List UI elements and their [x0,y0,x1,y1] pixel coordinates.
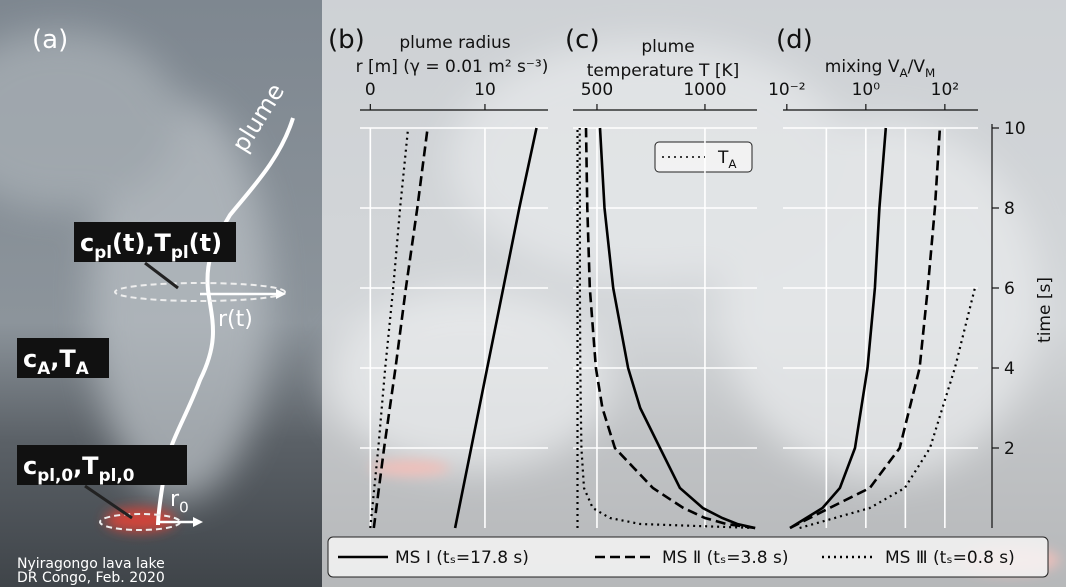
series-line [372,127,429,529]
x-axis-label-subscript: M [925,66,935,80]
legend-box [327,536,1049,578]
ambient-label-part: c [23,345,37,373]
pointer-arrow [84,484,133,520]
initial-label-subscript: pl,0 [37,465,73,485]
arrow-head [276,289,286,299]
state-label-subscript: pl [171,242,189,262]
legend-label: MS Ⅰ (tₛ=17.8 s) [395,548,529,568]
x-tick-label: 10 [474,80,496,100]
y-tick-label: 6 [1004,279,1015,299]
x-tick-label: 0 [365,80,376,100]
caption: Nyiragongo lava lake [17,556,165,572]
y-tick-label: 2 [1004,439,1015,459]
series-line [799,287,976,530]
series-line [584,127,756,530]
y-axis-label: time [s] [1035,277,1055,343]
x-axis-label: mixing VA/VM [825,57,935,80]
x-tick-label: 10² [931,80,959,100]
ambient-label-subscript: A [37,358,50,378]
ambient-label-subscript: A [76,358,89,378]
state-label-part: (t) [189,229,222,257]
series-line [578,127,756,530]
series-line [453,127,538,529]
series-line [789,127,888,530]
x-tick-label: 10⁻² [768,80,805,100]
x-axis-label: temperature T [K] [587,61,739,81]
x-tick-label: 500 [581,80,613,100]
y-tick-label: 8 [1004,199,1015,219]
label-box [17,445,187,485]
y-tick-label: 10 [1004,119,1026,139]
series-line [369,127,410,529]
radius0-label-subscript: 0 [179,499,189,517]
legend-label-part: T [717,148,729,168]
series-line [789,127,942,530]
radius-label: r(t) [218,307,253,332]
arrow-head [193,517,203,527]
radius0-label-part: r [170,487,180,512]
plume-cross-section [114,282,286,302]
panel-title: plume [641,37,694,57]
label-box [17,338,109,378]
legend-label: MS Ⅲ (tₛ=0.8 s) [885,548,1015,568]
legend-label: TA [717,148,737,171]
x-tick-label: 10⁰ [852,80,881,100]
panel-label: (c) [565,25,600,55]
legend-label: MS Ⅱ (tₛ=3.8 s) [662,548,788,568]
ambient-label: cA,TA [23,345,89,378]
x-axis-label-subscript: A [899,66,908,80]
legend-label-subscript: A [728,157,737,171]
panel-title: plume radius [399,33,510,53]
x-axis-label-part: /V [908,57,926,77]
initial-label-part: ,T [73,452,99,480]
legend-box [654,141,753,173]
x-axis-label: r [m] (γ = 0.01 m² s⁻³) [356,57,549,77]
state-label-subscript: pl [94,242,112,262]
photo-annotations [17,117,1049,578]
initial-label-subscript: pl,0 [99,465,135,485]
series-line [598,127,756,530]
state-label: cpl(t),Tpl(t) [80,229,222,262]
caption: DR Congo, Feb. 2020 [17,570,165,586]
ambient-label-part: ,T [50,345,76,373]
panel-label: (b) [328,25,365,55]
pointer-arrow [144,261,179,290]
panel-label: (d) [776,25,813,55]
radius0-label: r0 [170,487,189,517]
state-label-part: c [80,229,94,257]
initial-label: cpl,0,Tpl,0 [23,452,134,485]
x-tick-label: 1000 [683,80,726,100]
x-axis-label-part: mixing V [825,57,900,77]
panel-label: (a) [32,25,68,55]
y-tick-label: 4 [1004,359,1015,379]
state-label-part: (t),T [112,229,172,257]
initial-label-part: c [23,452,37,480]
label-box [74,222,236,262]
